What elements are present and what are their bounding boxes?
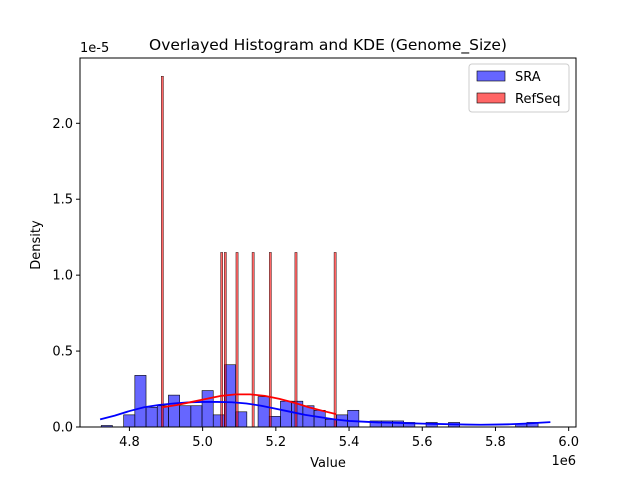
sra-bar	[179, 405, 192, 428]
legend-swatch	[476, 92, 506, 104]
sra-bar	[313, 409, 326, 428]
refseq-bar	[333, 252, 337, 428]
x-tick-label: 5.8	[485, 435, 506, 450]
sra-bar	[347, 409, 360, 428]
y-offset-label: 1e-5	[80, 41, 109, 56]
refseq-kde-line	[162, 393, 337, 415]
sra-bar	[145, 406, 158, 428]
legend-label: RefSeq	[515, 92, 561, 107]
sra-bar	[201, 390, 214, 428]
x-tick-label: 5.6	[412, 435, 433, 450]
x-tick-label: 5.0	[192, 435, 213, 450]
chart-title: Overlayed Histogram and KDE (Genome_Size…	[149, 36, 507, 55]
refseq-bar	[161, 76, 164, 428]
sra-bar	[134, 375, 147, 428]
refseq-bar	[251, 252, 255, 428]
y-tick-label: 1.5	[52, 193, 73, 208]
plot-frame	[79, 57, 577, 428]
refseq-bar	[269, 252, 272, 428]
legend: SRA RefSeq	[468, 63, 570, 113]
sra-bar	[257, 396, 270, 428]
refseq-bar	[294, 252, 298, 428]
x-tick-label: 4.8	[119, 435, 140, 450]
y-tick-label: 0.0	[52, 421, 73, 436]
refseq-bar	[220, 252, 223, 428]
x-axis-label: Value	[310, 456, 346, 471]
legend-swatch	[476, 70, 506, 82]
x-tick-label: 5.2	[265, 435, 286, 450]
sra-bar	[123, 414, 136, 428]
x-tick-label: 6.0	[558, 435, 579, 450]
x-offset-label: 1e6	[551, 454, 576, 469]
legend-label: SRA	[515, 70, 541, 85]
refseq-bar	[235, 252, 239, 428]
sra-bar	[280, 400, 292, 428]
sra-kde-line	[99, 401, 551, 426]
refseq-bar	[224, 252, 227, 428]
y-axis-label: Density	[29, 220, 44, 270]
y-tick-label: 1.0	[52, 269, 73, 284]
sra-bar	[190, 405, 203, 428]
sra-bar	[392, 420, 404, 428]
x-tick-label: 5.4	[339, 435, 360, 450]
sra-bar	[168, 394, 180, 428]
y-tick-label: 2.0	[52, 117, 73, 132]
y-tick-label: 0.5	[52, 345, 73, 360]
